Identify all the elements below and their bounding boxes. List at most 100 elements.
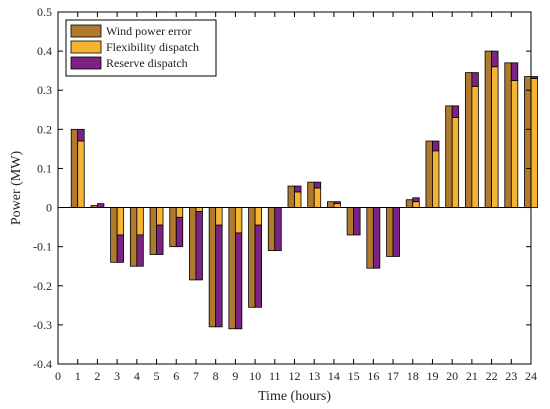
x-tick-label: 16 <box>367 369 379 383</box>
y-tick-label: 0 <box>46 201 52 215</box>
x-tick-label: 23 <box>505 369 517 383</box>
y-tick-label: 0.2 <box>37 122 52 136</box>
bar-reserve-17 <box>392 207 400 257</box>
y-tick-label: -0.2 <box>33 279 52 293</box>
bar-reserve-19 <box>432 140 440 152</box>
bar-flexibility-3 <box>116 207 125 236</box>
x-tick-label: 5 <box>154 369 160 383</box>
bar-wind-error-3 <box>110 207 118 263</box>
bar-reserve-22 <box>491 50 499 68</box>
legend-swatch-1 <box>70 24 102 38</box>
x-tick-label: 19 <box>426 369 438 383</box>
bar-wind-error-23 <box>504 62 512 208</box>
bar-flexibility-23 <box>510 80 519 208</box>
bar-reserve-13 <box>313 181 322 189</box>
bar-wind-error-22 <box>484 50 492 208</box>
bar-wind-error-18 <box>405 199 414 208</box>
x-tick-label: 10 <box>249 369 261 383</box>
x-tick-label: 14 <box>328 369 340 383</box>
bar-flexibility-6 <box>175 207 184 218</box>
bar-wind-error-1 <box>70 128 79 208</box>
x-tick-label: 6 <box>173 369 179 383</box>
y-tick-label: 0.5 <box>37 5 52 19</box>
bar-reserve-16 <box>372 207 381 269</box>
bar-reserve-1 <box>77 128 85 142</box>
x-tick-label: 13 <box>308 369 320 383</box>
x-tick-label: 0 <box>55 369 61 383</box>
bar-reserve-10 <box>254 224 262 308</box>
bar-wind-error-20 <box>445 105 453 208</box>
x-tick-label: 2 <box>94 369 100 383</box>
bar-wind-error-4 <box>129 207 138 267</box>
x-tick-label: 3 <box>114 369 120 383</box>
x-tick-label: 24 <box>525 369 537 383</box>
x-tick-label: 15 <box>348 369 360 383</box>
bar-flexibility-7 <box>195 207 203 212</box>
bar-wind-error-10 <box>248 207 256 308</box>
bars-layer <box>70 50 538 330</box>
bar-reserve-12 <box>294 185 302 193</box>
y-axis: -0.4 -0.3 -0.2 -0.1 0 0.1 0.2 0.3 0.4 0.5 <box>33 5 531 371</box>
x-tick-label: 1 <box>75 369 81 383</box>
x-tick-label: 21 <box>466 369 478 383</box>
bar-reserve-7 <box>195 211 203 281</box>
x-tick-label: 17 <box>387 369 399 383</box>
legend-swatch-2 <box>70 40 102 54</box>
x-tick-label: 4 <box>134 369 140 383</box>
bar-wind-error-16 <box>366 207 374 269</box>
bar-flexibility-24 <box>530 78 538 208</box>
x-tick-label: 20 <box>446 369 458 383</box>
bar-flexibility-14 <box>333 203 341 208</box>
bar-wind-error-7 <box>189 207 197 281</box>
y-tick-label: 0.1 <box>37 161 52 175</box>
bar-wind-error-17 <box>386 207 394 257</box>
x-tick-label: 12 <box>289 369 301 383</box>
bar-wind-error-8 <box>208 207 217 328</box>
x-tick-label: 22 <box>486 369 498 383</box>
bar-wind-error-21 <box>464 72 473 208</box>
bar-wind-error-9 <box>228 207 236 330</box>
bar-flexibility-20 <box>451 117 460 208</box>
bar-reserve-11 <box>274 207 282 251</box>
bar-flexibility-12 <box>294 191 302 208</box>
y-tick-label: -0.4 <box>33 357 52 371</box>
bar-wind-error-14 <box>327 201 335 208</box>
bar-flexibility-18 <box>412 201 420 208</box>
bar-flexibility-4 <box>136 207 144 236</box>
bar-flexibility-8 <box>215 207 223 226</box>
bar-reserve-8 <box>215 224 223 328</box>
x-axis-label: Time (hours) <box>258 389 331 404</box>
bar-flexibility-22 <box>491 66 499 208</box>
bar-wind-error-13 <box>307 181 315 208</box>
bar-reserve-4 <box>136 234 144 267</box>
bar-reserve-23 <box>510 62 519 81</box>
bar-flexibility-19 <box>432 150 440 208</box>
legend-label-2: Flexibility dispatch <box>106 40 199 54</box>
bar-flexibility-13 <box>313 187 322 208</box>
legend-swatch-3 <box>70 56 102 70</box>
legend: Wind power error Flexibility dispatch Rese… <box>65 19 217 77</box>
bar-reserve-3 <box>116 234 125 263</box>
x-tick-label: 8 <box>213 369 219 383</box>
bar-reserve-21 <box>471 72 479 87</box>
bar-reserve-24 <box>530 76 538 79</box>
bar-reserve-2 <box>97 203 105 208</box>
bar-wind-error-12 <box>287 185 295 208</box>
bar-reserve-6 <box>175 216 184 248</box>
bar-wind-error-15 <box>346 207 355 236</box>
bar-reserve-15 <box>353 207 361 236</box>
bar-flexibility-1 <box>77 140 85 208</box>
bar-reserve-5 <box>156 224 164 255</box>
y-tick-label: 0.4 <box>37 44 52 58</box>
bar-flexibility-5 <box>156 207 164 226</box>
y-tick-label: -0.3 <box>33 318 52 332</box>
y-tick-label: -0.1 <box>33 240 52 254</box>
bar-wind-error-24 <box>524 76 532 208</box>
legend-label-1: Wind power error <box>106 24 191 38</box>
bar-reserve-9 <box>234 232 243 330</box>
bar-flexibility-21 <box>471 85 479 208</box>
x-tick-label: 18 <box>407 369 419 383</box>
bar-reserve-14 <box>333 201 341 205</box>
bar-wind-error-11 <box>267 207 276 251</box>
